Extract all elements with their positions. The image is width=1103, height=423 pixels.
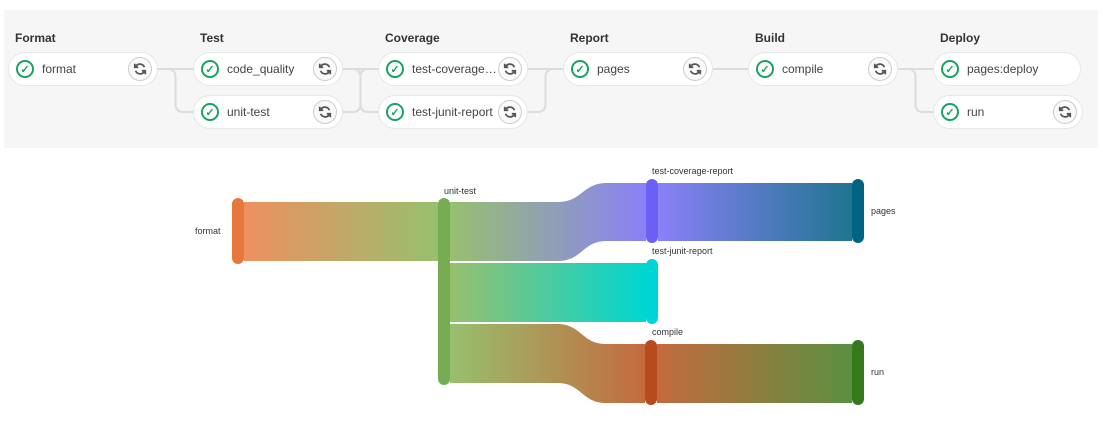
retry-button[interactable] xyxy=(313,57,337,81)
sankey-link-compile-to-run xyxy=(657,344,852,403)
retry-icon xyxy=(318,106,332,118)
stage-header: Format xyxy=(15,31,56,45)
retry-button[interactable] xyxy=(683,57,707,81)
sankey-node-label: pages xyxy=(871,206,896,216)
job-name: run xyxy=(967,105,985,119)
sankey-node-pages xyxy=(852,179,864,243)
retry-icon xyxy=(503,106,517,118)
sankey-node-unit-test xyxy=(438,198,450,385)
sankey-node-format xyxy=(232,198,244,264)
check-circle-icon: ✓ xyxy=(941,60,959,78)
retry-button[interactable] xyxy=(868,57,892,81)
job-connector xyxy=(158,68,193,113)
check-circle-icon: ✓ xyxy=(571,60,589,78)
sankey-node-label: unit-test xyxy=(444,186,477,196)
check-circle-icon: ✓ xyxy=(941,103,959,121)
retry-button[interactable] xyxy=(498,100,522,124)
job-connector xyxy=(898,68,933,113)
sankey-node-label: format xyxy=(195,226,221,236)
job-name: format xyxy=(42,62,77,76)
job-name: code_quality xyxy=(227,62,295,76)
pipeline-graph: Format ✓ format Test ✓ code_quality ✓ unit-test… xyxy=(4,10,1098,148)
retry-button[interactable] xyxy=(313,100,337,124)
sankey-node-label: run xyxy=(871,367,884,377)
check-circle-icon: ✓ xyxy=(201,103,219,121)
job-pages[interactable]: ✓ pages xyxy=(563,52,713,86)
sankey-node-label: compile xyxy=(652,327,683,337)
sankey-link-unit-test-to-test-coverage-report xyxy=(450,183,646,261)
job-name: test-coverage-report xyxy=(412,62,498,76)
retry-icon xyxy=(873,63,887,75)
job-unit-test[interactable]: ✓ unit-test xyxy=(193,95,343,129)
retry-button[interactable] xyxy=(128,57,152,81)
retry-button[interactable] xyxy=(498,57,522,81)
check-circle-icon: ✓ xyxy=(201,60,219,78)
sankey-link-format-to-unit-test xyxy=(244,202,438,261)
stage-header: Report xyxy=(570,31,609,45)
job-name: unit-test xyxy=(227,105,270,119)
stage-header: Deploy xyxy=(940,31,981,45)
sankey-link-unit-test-to-test-junit-report xyxy=(450,263,646,322)
check-circle-icon: ✓ xyxy=(756,60,774,78)
sankey-node-label: test-junit-report xyxy=(652,246,713,256)
retry-icon xyxy=(1058,106,1072,118)
job-name: compile xyxy=(782,62,824,76)
job-name: pages:deploy xyxy=(967,62,1039,76)
job-name: test-junit-report xyxy=(412,105,493,119)
job-test-coverage-report[interactable]: ✓ test-coverage-report xyxy=(378,52,528,86)
job-test-junit-report[interactable]: ✓ test-junit-report xyxy=(378,95,528,129)
retry-button[interactable] xyxy=(1053,100,1077,124)
sankey-node-label: test-coverage-report xyxy=(652,166,734,176)
check-circle-icon: ✓ xyxy=(16,60,34,78)
job-code-quality[interactable]: ✓ code_quality xyxy=(193,52,343,86)
sankey-link-test-coverage-report-to-pages xyxy=(658,183,852,241)
job-run[interactable]: ✓ run xyxy=(933,95,1083,129)
stage-header: Build xyxy=(755,31,785,45)
retry-icon xyxy=(688,63,702,75)
job-pages-deploy[interactable]: ✓ pages:deploy xyxy=(933,52,1081,86)
job-connectors xyxy=(158,68,933,113)
job-compile[interactable]: ✓ compile xyxy=(748,52,898,86)
sankey-diagram: format unit-test test-coverage-report test-… xyxy=(195,166,896,405)
job-name: pages xyxy=(597,62,630,76)
retry-icon xyxy=(503,63,517,75)
check-circle-icon: ✓ xyxy=(386,60,404,78)
sankey-node-run xyxy=(852,340,864,405)
sankey-node-compile xyxy=(645,340,657,405)
retry-icon xyxy=(318,63,332,75)
sankey-link-unit-test-to-compile xyxy=(450,324,645,403)
job-format[interactable]: ✓ format xyxy=(8,52,158,86)
stage-header: Test xyxy=(200,31,224,45)
check-circle-icon: ✓ xyxy=(386,103,404,121)
sankey-node-test-junit-report xyxy=(646,259,658,324)
retry-icon xyxy=(133,63,147,75)
sankey-node-test-coverage-report xyxy=(646,179,658,243)
stage-header: Coverage xyxy=(385,31,440,45)
job-connector xyxy=(528,68,563,113)
job-connector xyxy=(343,68,378,113)
